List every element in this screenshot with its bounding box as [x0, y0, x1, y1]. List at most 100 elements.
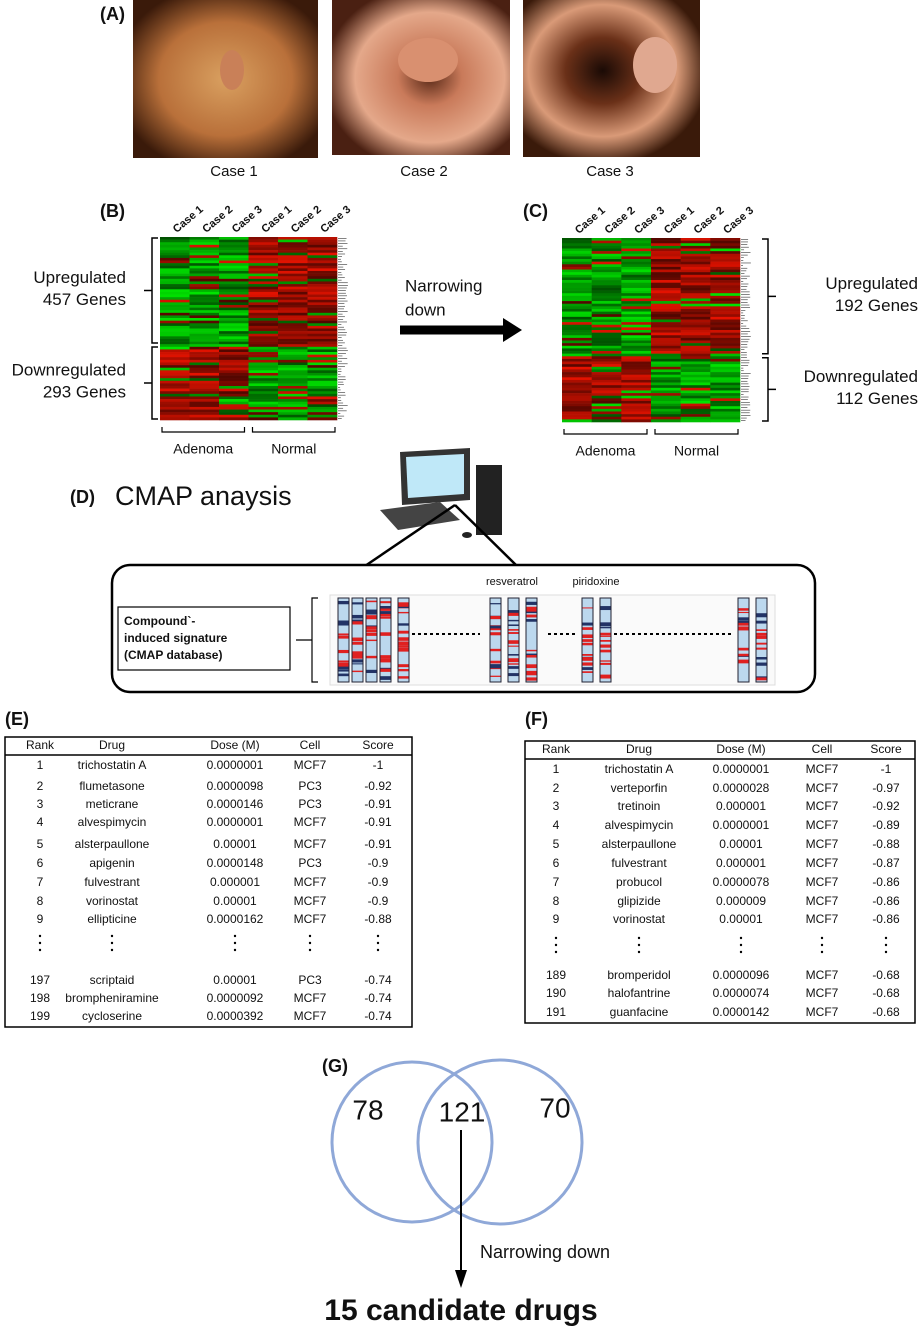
- heatmap-cell: [189, 365, 220, 369]
- heatmap-cell: [307, 359, 338, 363]
- heatmap-cell: [160, 409, 190, 413]
- signature-band: [526, 670, 537, 673]
- heatmap-cell: [651, 319, 681, 323]
- heatmap-cell: [710, 416, 741, 420]
- heatmap-cell: [248, 291, 279, 295]
- heatmap-cell: [680, 274, 711, 278]
- table-cell: glipizide: [617, 894, 661, 908]
- heatmap-cell: [189, 270, 220, 274]
- heatmap-cell: [562, 253, 592, 257]
- table-cell: -0.9: [368, 875, 389, 889]
- table-cell: 0.0000392: [207, 1009, 264, 1023]
- heatmap-cell: [307, 341, 338, 345]
- heatmap-cell: [710, 358, 741, 362]
- heatmap-cell: [621, 416, 652, 420]
- heatmap-cell: [307, 349, 338, 353]
- heatmap-cell: [160, 414, 190, 418]
- table-cell: -0.86: [872, 894, 900, 908]
- signature-band: [338, 602, 349, 605]
- signature-band: [380, 668, 391, 672]
- heatmap-cell: [680, 419, 711, 423]
- heatmap-cell: [680, 303, 711, 307]
- table-cell: vorinostat: [86, 894, 139, 908]
- column-label: Case 3: [318, 204, 353, 236]
- heatmap-cell: [278, 247, 308, 251]
- signature-band: [526, 606, 537, 610]
- heatmap-cell: [160, 244, 190, 248]
- table-cell: PC3: [298, 779, 322, 793]
- heatmap-cell: [710, 245, 741, 249]
- table-cell: -0.97: [872, 781, 900, 795]
- heatmap-cell: [591, 414, 622, 418]
- heatmap-cell: [278, 338, 308, 342]
- heatmap-cell: [248, 263, 279, 267]
- heatmap-cell: [248, 257, 279, 261]
- signature-band: [398, 611, 409, 614]
- heatmap-cell: [591, 369, 622, 373]
- heatmap-cell: [680, 343, 711, 347]
- heatmap-cell: [680, 277, 711, 281]
- heatmap-cell: [591, 390, 622, 394]
- heatmap-cell: [591, 374, 622, 378]
- heatmap-cell: [278, 404, 308, 408]
- heatmap-cell: [307, 357, 338, 361]
- arrow-label: down: [405, 300, 446, 319]
- heatmap-cell: [591, 351, 622, 354]
- ellipsis-dot: [820, 936, 824, 940]
- heatmap-cell: [680, 298, 711, 302]
- heatmap-cell: [278, 250, 308, 253]
- heatmap-cell: [710, 277, 741, 281]
- heatmap-cell: [680, 395, 711, 399]
- signature-band: [582, 639, 593, 642]
- heatmap-cell: [278, 310, 308, 314]
- heatmap-cell: [160, 333, 190, 337]
- heatmap-cell: [680, 301, 711, 305]
- signature-band: [338, 662, 349, 667]
- heatmap-cell: [307, 352, 338, 355]
- heatmap-cell: [307, 268, 338, 272]
- heatmap-cell: [680, 369, 711, 373]
- heatmap-cell: [591, 303, 622, 307]
- heatmap-cell: [160, 291, 190, 295]
- table-cell: 198: [30, 991, 50, 1005]
- heatmap-cell: [621, 301, 652, 305]
- heatmap-cell: [591, 361, 622, 365]
- heatmap-cell: [189, 383, 220, 387]
- heatmap-cell: [189, 346, 220, 350]
- heatmap-cell: [160, 323, 190, 327]
- heatmap-cell: [160, 404, 190, 408]
- heatmap-cell: [307, 354, 338, 358]
- heatmap-cell: [651, 366, 681, 370]
- heatmap-cell: [189, 359, 220, 363]
- heatmap-cell: [651, 400, 681, 404]
- table-cell: -0.9: [368, 894, 389, 908]
- heatmap-cell: [160, 391, 190, 395]
- table-cell: MCF7: [806, 762, 839, 776]
- heatmap-cell: [621, 306, 652, 310]
- polyp: [633, 37, 677, 93]
- heatmap-cell: [710, 266, 741, 270]
- signature-band: [582, 607, 593, 609]
- result: 15 candidate drugs: [324, 1294, 597, 1327]
- heatmap-cell: [189, 273, 220, 277]
- table-cell: 0.00001: [213, 837, 257, 851]
- heatmap-cell: [562, 364, 592, 368]
- heatmap-cell: [219, 346, 249, 350]
- heatmap-cell: [621, 411, 652, 415]
- ellipsis-dot: [233, 948, 237, 952]
- ellipsis-dot: [233, 941, 237, 945]
- heatmap-cell: [278, 239, 308, 243]
- heatmap-cell: [562, 245, 592, 249]
- arrow-label: Narrowing down: [480, 1242, 610, 1262]
- heatmap-cell: [680, 322, 711, 326]
- heatmap-cell: [248, 354, 279, 358]
- heatmap-cell: [680, 340, 711, 344]
- heatmap-cell: [307, 304, 338, 308]
- heatmap-cell: [621, 369, 652, 373]
- signature-band: [600, 623, 611, 627]
- signature-band: [490, 664, 501, 667]
- heatmap-cell: [621, 245, 652, 249]
- heatmap-cell: [562, 324, 592, 328]
- heatmap-cell: [651, 419, 681, 423]
- heatmap-cell: [219, 294, 249, 298]
